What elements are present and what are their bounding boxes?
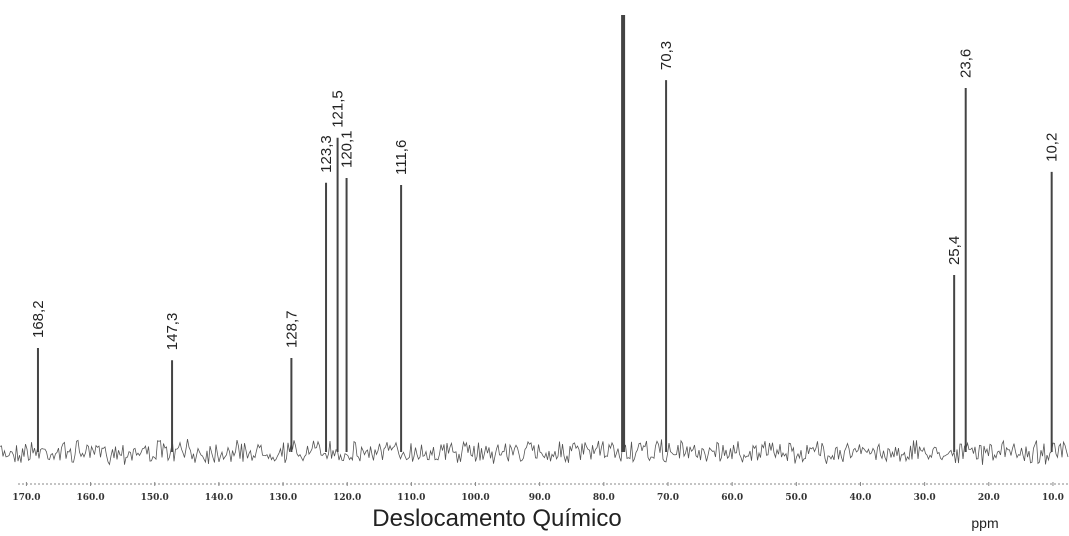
x-tick-label: 120.0 [333, 493, 361, 503]
peak-label: 123,3 [318, 135, 335, 173]
x-tick-label: 130.0 [269, 493, 297, 503]
x-tick-label: 10.0 [1042, 493, 1064, 503]
x-tick-label: 30.0 [914, 493, 936, 503]
x-tick-label: 160.0 [76, 493, 104, 503]
x-tick-label: 80.0 [593, 493, 615, 503]
x-tick-label: 170.0 [12, 493, 40, 503]
x-tick-label: 90.0 [529, 493, 551, 503]
peak-label: 25,4 [946, 236, 963, 265]
x-tick-label: 110.0 [397, 493, 425, 503]
x-tick-label: 150.0 [141, 493, 169, 503]
peak-label: 120,1 [339, 130, 356, 168]
peak-label: 111,6 [393, 140, 410, 175]
peak-label: 147,3 [164, 313, 181, 351]
x-tick-label: 100.0 [461, 493, 489, 503]
baseline-noise [0, 439, 1069, 466]
peak-label: 128,7 [283, 310, 300, 348]
peak-label: 168,2 [30, 300, 47, 338]
x-tick-label: 140.0 [205, 493, 233, 503]
peak-label: 10,2 [1044, 133, 1061, 162]
x-axis-title: Deslocamento Químico [372, 505, 621, 532]
x-axis-unit: ppm [971, 515, 998, 531]
x-tick-label: 60.0 [721, 493, 743, 503]
peak-label: 70,3 [658, 41, 675, 70]
x-tick-label: 50.0 [785, 493, 807, 503]
peak-label: 23,6 [958, 49, 975, 78]
x-tick-label: 40.0 [850, 493, 872, 503]
peak-label: 121,5 [330, 90, 347, 128]
x-tick-label: 70.0 [657, 493, 679, 503]
x-tick-label: 20.0 [978, 493, 1000, 503]
